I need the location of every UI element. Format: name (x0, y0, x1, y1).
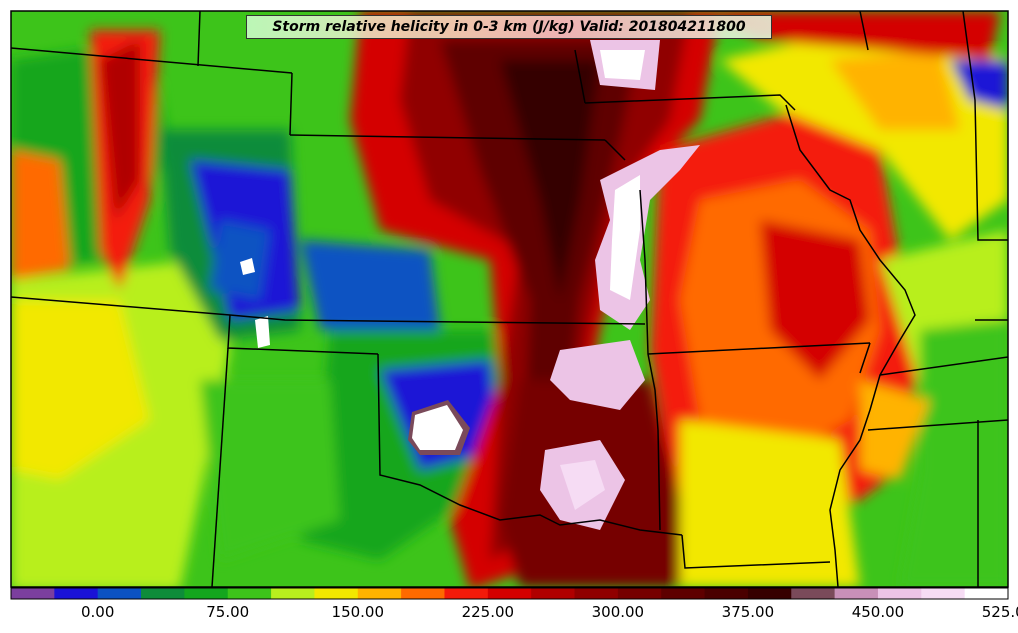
colorbar-swatch (791, 588, 836, 599)
state-boundaries (11, 11, 1008, 587)
colorbar-swatch (531, 588, 576, 599)
helicity-field (11, 11, 1008, 587)
colorbar-swatch (444, 588, 489, 599)
colorbar-swatch (97, 588, 142, 599)
map-title: Storm relative helicity in 0-3 km (J/kg)… (246, 15, 772, 39)
colorbar-swatch (357, 588, 402, 599)
map-border (10, 10, 1009, 588)
colorbar-swatch (661, 588, 706, 599)
colorbar-swatch (747, 588, 792, 599)
colorbar-swatch (227, 588, 272, 599)
colorbar-tick-label: 75.00 (206, 603, 250, 621)
colorbar-tick-label: 300.00 (591, 603, 645, 621)
colorbar-tick-label: 0.00 (80, 603, 115, 621)
colorbar-swatch (704, 588, 749, 599)
colorbar-tick-label: 375.00 (721, 603, 775, 621)
colorbar-swatch (401, 588, 445, 599)
colorbar-swatch (271, 588, 315, 599)
colorbar (11, 588, 1009, 599)
colorbar-tick-label: 450.00 (851, 603, 905, 621)
colorbar-swatch (54, 588, 99, 599)
colorbar-tick-label: 525.00 (981, 603, 1018, 621)
colorbar-swatch (314, 588, 359, 599)
colorbar-border (10, 587, 1009, 600)
colorbar-swatch (834, 588, 879, 599)
colorbar-tick-label: 150.00 (331, 603, 385, 621)
colorbar-swatch (11, 588, 55, 599)
colorbar-swatch (574, 588, 619, 599)
colorbar-swatch (141, 588, 185, 599)
colorbar-swatch (964, 588, 1009, 599)
colorbar-swatch (921, 588, 966, 599)
colorbar-swatch (184, 588, 229, 599)
colorbar-swatch (487, 588, 532, 599)
colorbar-tick-label: 225.00 (461, 603, 515, 621)
colorbar-swatch (617, 588, 662, 599)
colorbar-swatch (877, 588, 922, 599)
